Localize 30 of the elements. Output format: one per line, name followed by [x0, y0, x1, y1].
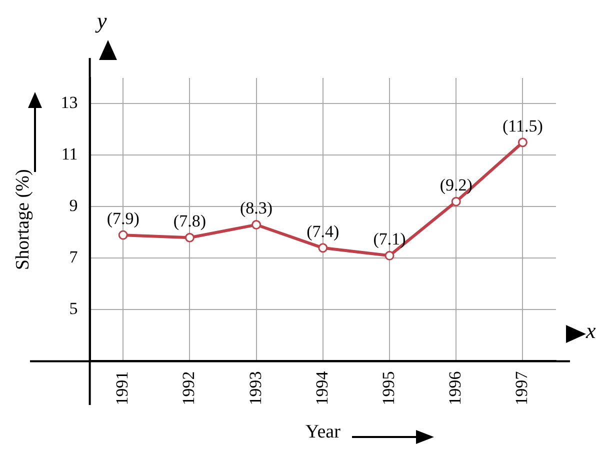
- x-tick-label: 1991: [112, 371, 132, 406]
- y-tick-label: 13: [60, 93, 78, 112]
- y-tick-label: 9: [69, 196, 78, 216]
- x-tick-label: 1992: [179, 371, 198, 406]
- point: [451, 196, 461, 206]
- y-tick-label: 11: [61, 144, 78, 164]
- point: [384, 250, 394, 260]
- point: [518, 138, 528, 148]
- data-label: (7.9): [106, 209, 140, 228]
- x-tick-label: 1996: [446, 371, 465, 406]
- x-tick-label: 1994: [312, 370, 332, 406]
- x-tick-label: 1997: [512, 370, 532, 406]
- y-tick-label: 7: [69, 248, 78, 267]
- x-tick-label: 1993: [246, 371, 265, 406]
- data-label: (7.1): [373, 230, 406, 249]
- y-axis-title: Shortage (%): [12, 169, 34, 270]
- data-label: (7.4): [306, 222, 340, 241]
- y-tick-label: 5: [69, 299, 78, 318]
- data-label: (8.3): [240, 198, 273, 218]
- text: x: [586, 318, 596, 344]
- x-axis-title: Year: [305, 422, 342, 443]
- point: [318, 243, 328, 253]
- data-label: (11.5): [502, 116, 543, 136]
- point: [252, 220, 262, 230]
- data-label: (9.2): [440, 176, 472, 195]
- point: [184, 232, 194, 242]
- data-label: (7.8): [173, 212, 206, 231]
- point: [118, 230, 128, 240]
- text: y: [97, 8, 107, 34]
- x-tick-label: 1995: [378, 371, 398, 406]
